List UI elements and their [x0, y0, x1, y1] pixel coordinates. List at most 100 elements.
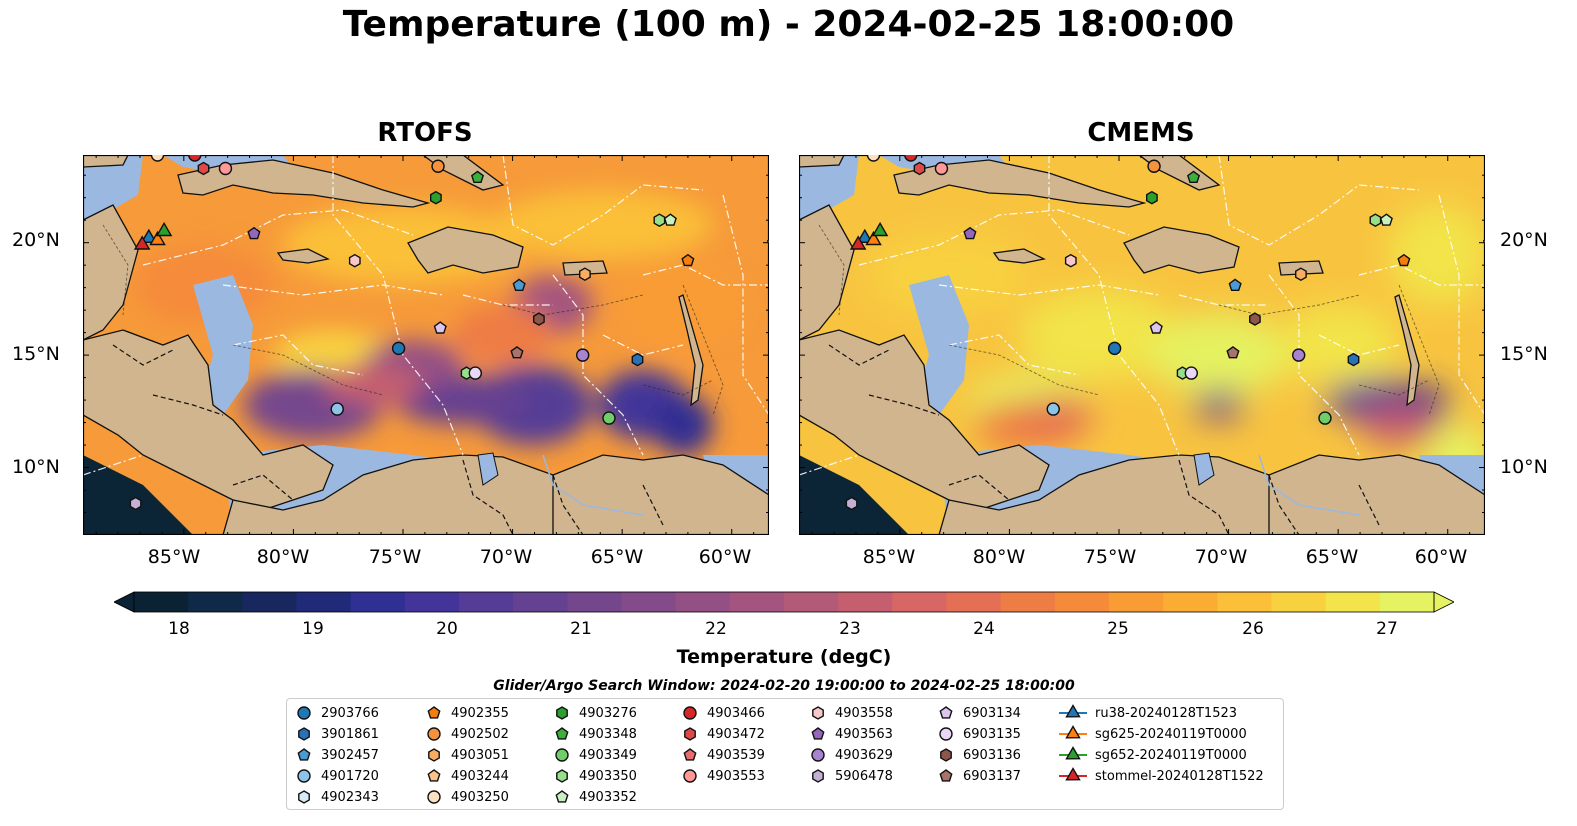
glider-marker: [849, 235, 867, 250]
argo-float-marker: [934, 161, 949, 176]
legend-item-label: 4903472: [707, 726, 765, 742]
figure-title: Temperature (100 m) - 2024-02-25 18:00:0…: [342, 4, 1235, 45]
eez-boundaries: [83, 155, 769, 476]
argo-float-marker: [431, 159, 445, 173]
colorbar: [114, 591, 1454, 613]
map-panel-rtofs[interactable]: [83, 155, 769, 535]
legend-item-label: 6903135: [963, 726, 1021, 742]
circle-marker-icon: [683, 769, 697, 783]
circle-marker: [683, 769, 697, 783]
colorbar-tick: 20: [436, 619, 458, 639]
colorbar-segment: [350, 592, 406, 612]
colorbar-segment: [1163, 592, 1218, 612]
pentagon-marker: [939, 706, 953, 719]
bathymetry-contours: [818, 224, 1440, 416]
lesser-antilles-land: [678, 294, 704, 407]
hexagon-marker: [556, 769, 568, 783]
circle-marker-icon: [427, 727, 441, 741]
argo-float-marker: [129, 496, 142, 511]
pentagon-marker: [297, 748, 311, 761]
glider-marker: [865, 230, 882, 246]
legend-item: 4903466: [681, 703, 765, 723]
legend-item: 4903276: [553, 703, 637, 723]
legend-item-label: 4903629: [835, 747, 893, 763]
argo-float-marker: [150, 155, 165, 162]
pentagon-marker-icon: [427, 706, 441, 719]
hexagon-marker: [298, 727, 310, 741]
legend-item: stommel-20240128T1522: [1059, 766, 1264, 786]
hexagon-marker-icon: [556, 769, 568, 783]
pentagon-marker-icon: [683, 748, 697, 761]
legend-item: sg652-20240119T0000: [1059, 745, 1247, 765]
argo-float-marker: [663, 213, 677, 226]
circle-marker-icon: [939, 727, 953, 741]
hexagon-marker: [556, 706, 568, 720]
triangle-marker: [1065, 746, 1081, 760]
argo-float-marker: [470, 170, 485, 183]
hexagon-marker: [812, 769, 824, 783]
colorbar-segment: [1217, 592, 1272, 612]
circle-marker-icon: [683, 706, 697, 720]
argo-float-marker: [533, 312, 545, 326]
legend-item-label: 6903134: [963, 705, 1021, 721]
colorbar-segment: [621, 592, 677, 612]
circle-marker-icon: [555, 748, 569, 762]
argo-float-marker: [188, 155, 202, 162]
venezuela-land: [552, 454, 769, 535]
legend-item-label: 4902355: [451, 705, 509, 721]
shelf-shallow-water: [799, 155, 859, 225]
legend-item: 4902355: [425, 703, 509, 723]
legend-item: 4903553: [681, 766, 765, 786]
pentagon-marker-icon: [555, 727, 569, 740]
argo-float-marker: [430, 190, 442, 205]
legend-item-label: 3902457: [321, 747, 379, 763]
lon-tick-75w: 75°W: [368, 546, 422, 568]
legend-item: 6903137: [937, 766, 1021, 786]
pentagon-marker-icon: [555, 790, 569, 803]
legend-item: 4902343: [295, 787, 379, 807]
argo-float-marker: [904, 155, 918, 162]
colorbar-over-arrow: [1433, 591, 1454, 613]
circle-marker: [297, 769, 311, 783]
circle-marker: [811, 748, 825, 762]
colorbar-tick: 26: [1242, 619, 1264, 639]
argo-float-marker: [631, 352, 644, 367]
colorbar-segment: [296, 592, 352, 612]
pentagon-marker: [683, 748, 697, 761]
map-frame: [799, 155, 1485, 535]
lake-maracaibo: [477, 452, 499, 486]
colorbar-segment: [1054, 592, 1110, 612]
lon-tick-85w: 85°W: [147, 546, 201, 568]
lat-tick-10n: 10°N: [12, 456, 60, 478]
colorbar-tick: 18: [168, 619, 190, 639]
pentagon-marker-icon: [427, 769, 441, 782]
hexagon-marker-icon: [812, 769, 824, 783]
hexagon-marker: [428, 748, 440, 762]
legend-item-label: 2903766: [321, 705, 379, 721]
legend-item: 4903348: [553, 724, 637, 744]
legend-item: 3901861: [295, 724, 379, 744]
triangle-marker-icon: [1059, 704, 1087, 718]
legend-item: 6903134: [937, 703, 1021, 723]
legend-item-label: 4903349: [579, 747, 637, 763]
jamaica-land: [276, 248, 330, 264]
float-markers: [845, 155, 1485, 511]
lon-tick-70w: 70°W: [1194, 546, 1248, 568]
colorbar-segment: [134, 592, 189, 612]
river: [1258, 454, 1360, 516]
triangle-marker: [1065, 704, 1081, 718]
colorbar-tick: 19: [302, 619, 324, 639]
map-panel-cmems[interactable]: [799, 155, 1485, 535]
hexagon-marker-icon: [684, 727, 696, 741]
lat-tick-20n: 20°N: [12, 229, 60, 251]
pentagon-marker-icon: [939, 769, 953, 782]
argo-float-marker: [433, 321, 447, 334]
hexagon-marker-icon: [940, 748, 952, 762]
glider-marker: [155, 221, 173, 237]
legend-item: 4903250: [425, 787, 509, 807]
colorbar-tick: 22: [705, 619, 727, 639]
legend-item: 6903135: [937, 724, 1021, 744]
venezuela-land: [1268, 454, 1485, 535]
colorbar-tick: 25: [1107, 619, 1129, 639]
argo-float-marker: [468, 366, 483, 380]
